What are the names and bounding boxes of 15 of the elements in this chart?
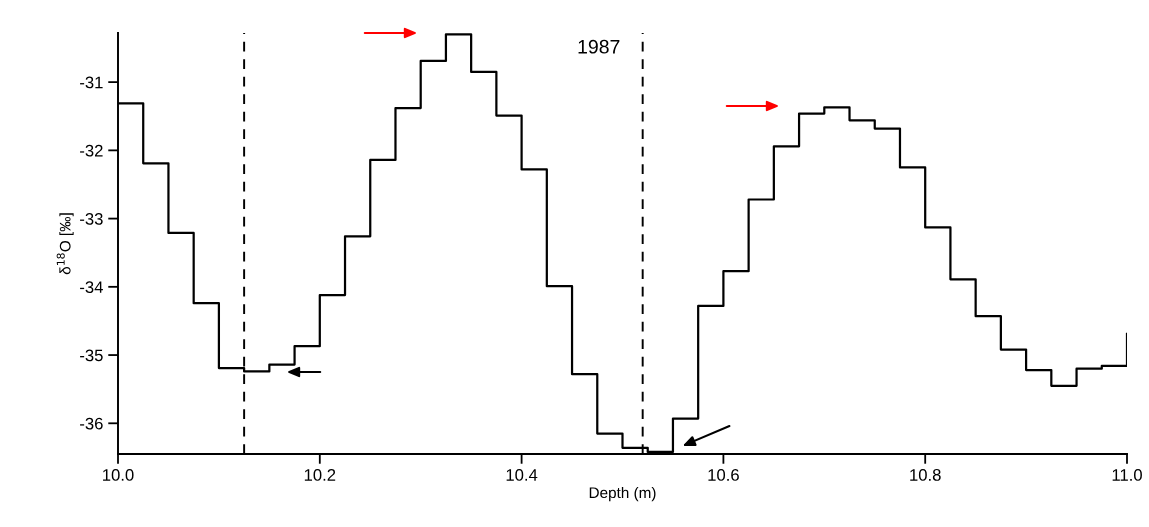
y-tick-label: -36: [80, 417, 103, 430]
x-axis-title: Depth (m): [589, 486, 656, 502]
y-axis-title: δ$^{18}$O [‰]: [56, 213, 74, 275]
annotation: 1987: [578, 39, 620, 54]
x-tick-label: 10.6: [708, 469, 739, 481]
x-tick-label: 10.4: [506, 469, 538, 481]
x-tick-label: 10.2: [304, 469, 336, 481]
x-tick-label: 10.8: [910, 469, 941, 481]
y-tick-label: -34: [80, 281, 103, 294]
y-tick-label: -32: [80, 144, 103, 157]
y-tick-label: -33: [80, 213, 103, 225]
y-tick-label: -31: [80, 76, 103, 89]
x-tick-label: 10.0: [103, 469, 134, 481]
y-tick-label: -35: [80, 349, 103, 362]
x-tick-label: 11.0: [1112, 469, 1142, 481]
